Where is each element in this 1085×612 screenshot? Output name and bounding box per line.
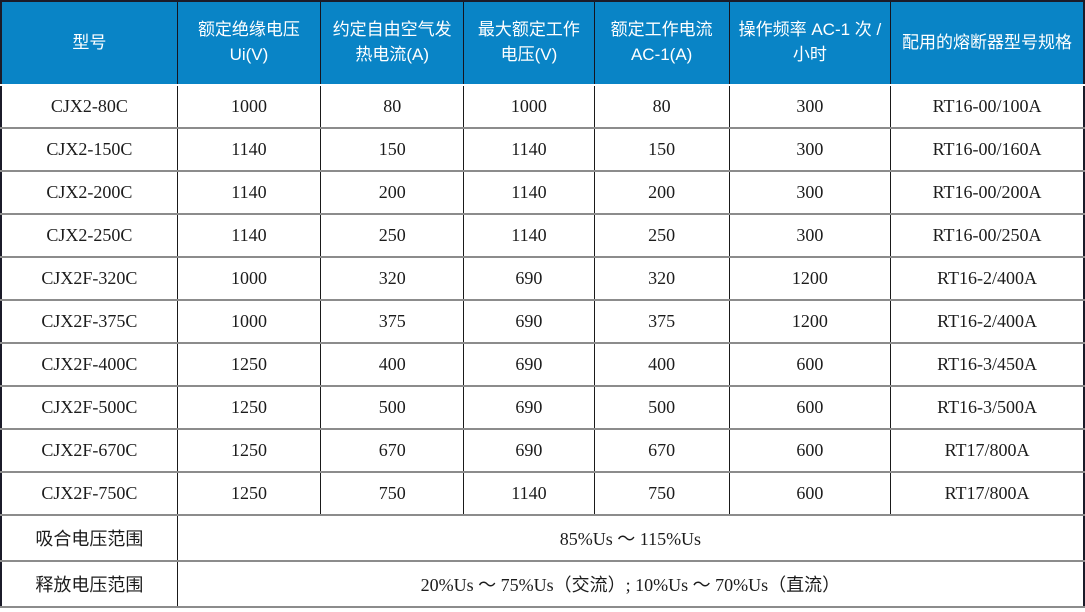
table-row: CJX2F-750C 1250 750 1140 750 600 RT17/800A — [0, 471, 1085, 516]
column-header-model: 型号 — [0, 1, 178, 86]
value-cell: 600 — [728, 385, 892, 430]
value-cell: RT16-00/160A — [890, 127, 1085, 172]
value-cell: RT16-2/400A — [890, 299, 1085, 344]
value-cell: 1000 — [176, 256, 322, 301]
table-header: 型号 额定绝缘电压 Ui(V) 约定自由空气发热电流(A) 最大额定工作电压(V… — [0, 1, 1085, 86]
value-cell: 600 — [728, 342, 892, 387]
release-voltage-value: 20%Us ～ 75%Us（交流）; 10%Us ～ 70%Us（直流） — [176, 560, 1085, 608]
value-cell: RT16-00/100A — [890, 84, 1085, 129]
value-cell: 80 — [593, 84, 730, 129]
model-cell: CJX2F-320C — [0, 256, 178, 301]
column-header-thermal-current: 约定自由空气发热电流(A) — [320, 1, 465, 86]
value-cell: RT17/800A — [890, 428, 1085, 473]
value-cell: 250 — [320, 213, 465, 258]
value-cell: 200 — [593, 170, 730, 215]
value-cell: 80 — [320, 84, 465, 129]
value-cell: RT16-00/200A — [890, 170, 1085, 215]
value-cell: 1140 — [176, 170, 322, 215]
value-cell: 320 — [593, 256, 730, 301]
value-cell: 690 — [463, 342, 595, 387]
value-cell: 1200 — [728, 299, 892, 344]
value-cell: 1140 — [463, 213, 595, 258]
value-cell: 300 — [728, 127, 892, 172]
value-cell: 375 — [320, 299, 465, 344]
value-cell: 690 — [463, 299, 595, 344]
value-cell: 670 — [593, 428, 730, 473]
value-cell: 150 — [320, 127, 465, 172]
value-cell: 600 — [728, 471, 892, 516]
value-cell: RT16-2/400A — [890, 256, 1085, 301]
release-voltage-label: 释放电压范围 — [0, 560, 178, 608]
value-cell: RT16-00/250A — [890, 213, 1085, 258]
value-cell: 1250 — [176, 428, 322, 473]
column-header-op-frequency: 操作频率 AC-1 次 / 小时 — [728, 1, 892, 86]
value-cell: 690 — [463, 256, 595, 301]
model-cell: CJX2-80C — [0, 84, 178, 129]
value-cell: 670 — [320, 428, 465, 473]
release-voltage-row: 释放电压范围 20%Us ～ 75%Us（交流）; 10%Us ～ 70%Us（… — [0, 560, 1085, 608]
pickup-voltage-label: 吸合电压范围 — [0, 514, 178, 562]
value-cell: 1140 — [176, 127, 322, 172]
pickup-voltage-value: 85%Us ～ 115%Us — [176, 514, 1085, 562]
table-row: CJX2-150C 1140 150 1140 150 300 RT16-00/160A — [0, 127, 1085, 172]
table-row: CJX2F-500C 1250 500 690 500 600 RT16-3/500A — [0, 385, 1085, 430]
value-cell: 1140 — [463, 127, 595, 172]
value-cell: 690 — [463, 385, 595, 430]
table-row: CJX2-200C 1140 200 1140 200 300 RT16-00/200A — [0, 170, 1085, 215]
value-cell: 320 — [320, 256, 465, 301]
model-cell: CJX2F-375C — [0, 299, 178, 344]
model-cell: CJX2F-750C — [0, 471, 178, 516]
column-header-max-voltage: 最大额定工作电压(V) — [463, 1, 595, 86]
table-footer: 吸合电压范围 85%Us ～ 115%Us 释放电压范围 20%Us ～ 75%… — [0, 514, 1085, 608]
value-cell: 1140 — [463, 471, 595, 516]
value-cell: 1140 — [463, 170, 595, 215]
value-cell: 150 — [593, 127, 730, 172]
value-cell: RT17/800A — [890, 471, 1085, 516]
model-cell: CJX2-200C — [0, 170, 178, 215]
value-cell: 1200 — [728, 256, 892, 301]
value-cell: 400 — [320, 342, 465, 387]
column-header-rated-current: 额定工作电流 AC-1(A) — [593, 1, 730, 86]
value-cell: 690 — [463, 428, 595, 473]
value-cell: 1000 — [176, 84, 322, 129]
value-cell: 1250 — [176, 342, 322, 387]
value-cell: 750 — [320, 471, 465, 516]
value-cell: 1000 — [463, 84, 595, 129]
table-row: CJX2-250C 1140 250 1140 250 300 RT16-00/250A — [0, 213, 1085, 258]
value-cell: RT16-3/500A — [890, 385, 1085, 430]
table-row: CJX2F-670C 1250 670 690 670 600 RT17/800A — [0, 428, 1085, 473]
model-cell: CJX2F-670C — [0, 428, 178, 473]
value-cell: 300 — [728, 84, 892, 129]
value-cell: 600 — [728, 428, 892, 473]
value-cell: 300 — [728, 170, 892, 215]
value-cell: 1000 — [176, 299, 322, 344]
value-cell: 750 — [593, 471, 730, 516]
value-cell: 1140 — [176, 213, 322, 258]
value-cell: 300 — [728, 213, 892, 258]
value-cell: RT16-3/450A — [890, 342, 1085, 387]
table-row: CJX2F-400C 1250 400 690 400 600 RT16-3/450A — [0, 342, 1085, 387]
value-cell: 375 — [593, 299, 730, 344]
header-row: 型号 额定绝缘电压 Ui(V) 约定自由空气发热电流(A) 最大额定工作电压(V… — [0, 1, 1085, 86]
model-cell: CJX2F-500C — [0, 385, 178, 430]
table-body: CJX2-80C 1000 80 1000 80 300 RT16-00/100A CJX2-… — [0, 84, 1085, 516]
model-cell: CJX2-250C — [0, 213, 178, 258]
table-row: CJX2-80C 1000 80 1000 80 300 RT16-00/100A — [0, 84, 1085, 129]
value-cell: 400 — [593, 342, 730, 387]
model-cell: CJX2F-400C — [0, 342, 178, 387]
value-cell: 1250 — [176, 471, 322, 516]
column-header-insulation-voltage: 额定绝缘电压 Ui(V) — [176, 1, 322, 86]
table-row: CJX2F-320C 1000 320 690 320 1200 RT16-2/400A — [0, 256, 1085, 301]
pickup-voltage-row: 吸合电压范围 85%Us ～ 115%Us — [0, 514, 1085, 562]
column-header-fuse-spec: 配用的熔断器型号规格 — [890, 1, 1085, 86]
table-row: CJX2F-375C 1000 375 690 375 1200 RT16-2/400A — [0, 299, 1085, 344]
value-cell: 500 — [593, 385, 730, 430]
value-cell: 1250 — [176, 385, 322, 430]
value-cell: 200 — [320, 170, 465, 215]
model-cell: CJX2-150C — [0, 127, 178, 172]
value-cell: 250 — [593, 213, 730, 258]
value-cell: 500 — [320, 385, 465, 430]
